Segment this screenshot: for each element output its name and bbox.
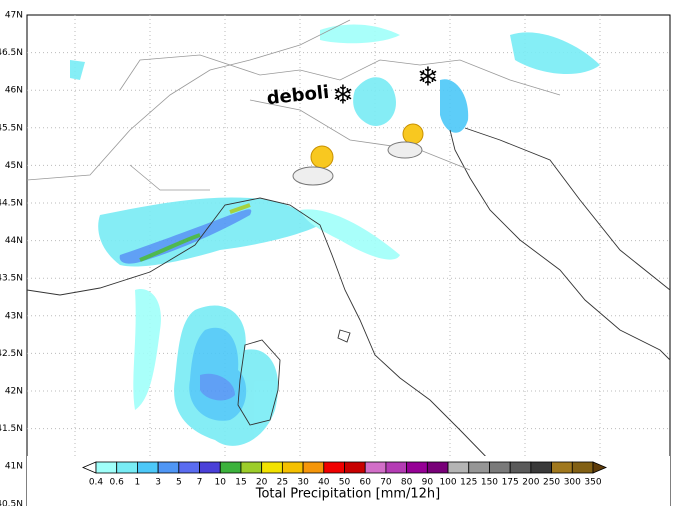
colorbar-box bbox=[468, 461, 490, 474]
lat-label: 46.5N bbox=[0, 48, 23, 58]
lat-label: 40.5N bbox=[0, 499, 23, 506]
colorbar-box bbox=[447, 461, 470, 474]
colorbar-label: 70 bbox=[380, 478, 392, 488]
weather-icons: ❄ ❄ bbox=[292, 63, 439, 186]
colorbar-box bbox=[344, 461, 366, 474]
colorbar-label: 20 bbox=[256, 478, 268, 488]
lat-label: 43N bbox=[5, 311, 23, 321]
colorbar-label: 125 bbox=[460, 478, 477, 488]
lat-label: 43.5N bbox=[0, 274, 23, 284]
lat-label: 47N bbox=[5, 11, 23, 21]
colorbar-label: 30 bbox=[297, 478, 309, 488]
colorbar-box bbox=[323, 461, 345, 474]
colorbar-box bbox=[157, 461, 180, 474]
lat-label: 41N bbox=[5, 462, 23, 472]
colorbar-label: 7 bbox=[197, 478, 203, 488]
colorbar-label: 50 bbox=[339, 478, 351, 488]
colorbar-box bbox=[178, 461, 200, 474]
colorbar-label: 175 bbox=[502, 478, 519, 488]
lat-label: 42N bbox=[5, 387, 23, 397]
lat-label: 41.5N bbox=[0, 424, 23, 434]
sun-cloud-icon bbox=[292, 145, 334, 186]
precipitation bbox=[70, 24, 600, 446]
colorbar-box bbox=[261, 461, 283, 474]
colorbar-label: 3 bbox=[155, 478, 161, 488]
colorbar-box bbox=[551, 461, 573, 474]
borders bbox=[26, 19, 561, 191]
colorbar: 0.4 0.6 1 3 5 7 10 15 20 25 30 40 50 60 70 80 90 100 125 15… bbox=[81, 461, 608, 488]
lat-label: 45.5N bbox=[0, 123, 23, 133]
lat-label: 44.5N bbox=[0, 199, 23, 209]
colorbar-box bbox=[137, 461, 159, 474]
colorbar-label: 90 bbox=[422, 478, 434, 488]
lat-labels: 47N 46.5N 46N 45.5N 45N 44.5N 44N 43.5N 43N 42.5N… bbox=[0, 11, 23, 506]
colorbar-label: 60 bbox=[359, 478, 371, 488]
colorbar-label: 0.6 bbox=[110, 478, 125, 488]
colorbar-box bbox=[240, 461, 263, 474]
colorbar-label: 0.4 bbox=[89, 478, 104, 488]
colorbar-box bbox=[281, 461, 304, 474]
colorbar-label: 350 bbox=[584, 478, 601, 488]
lat-label: 46N bbox=[5, 86, 23, 96]
colorbar-label: 100 bbox=[439, 478, 456, 488]
colorbar-label: 5 bbox=[176, 478, 182, 488]
colorbar-box bbox=[302, 461, 325, 474]
colorbar-box bbox=[509, 461, 532, 474]
colorbar-label: 80 bbox=[401, 478, 413, 488]
colorbar-arrow bbox=[592, 461, 608, 474]
colorbar-label: 15 bbox=[235, 478, 246, 488]
colorbar-title: Total Precipitation [mm/12h] bbox=[255, 487, 441, 502]
colorbar-box bbox=[571, 461, 594, 474]
colorbar-box bbox=[406, 461, 428, 474]
colorbar-label: 200 bbox=[522, 478, 539, 488]
sun-cloud-icon bbox=[387, 123, 424, 159]
colorbar-label: 250 bbox=[543, 478, 560, 488]
colorbar-box bbox=[95, 461, 118, 474]
colorbar-label: 1 bbox=[135, 478, 141, 488]
colorbar-box bbox=[385, 461, 408, 474]
lat-label: 45N bbox=[5, 161, 23, 171]
snow-icon: ❄ bbox=[417, 63, 439, 93]
colorbar-label: 10 bbox=[215, 478, 227, 488]
colorbar-box bbox=[364, 461, 387, 474]
colorbar-label: 40 bbox=[318, 478, 330, 488]
coastlines bbox=[26, 127, 671, 467]
colorbar-box bbox=[199, 461, 221, 474]
colorbar-box bbox=[530, 461, 552, 474]
colorbar-label: 150 bbox=[481, 478, 498, 488]
lat-label: 42.5N bbox=[0, 349, 23, 359]
lat-label: 44N bbox=[5, 236, 23, 246]
colorbar-box bbox=[489, 461, 511, 474]
colorbar-label: 300 bbox=[564, 478, 581, 488]
colorbar-box bbox=[219, 461, 242, 474]
colorbar-box bbox=[116, 461, 138, 474]
colorbar-box bbox=[426, 461, 449, 474]
snow-icon: ❄ bbox=[332, 81, 354, 111]
colorbar-label: 25 bbox=[277, 478, 288, 488]
